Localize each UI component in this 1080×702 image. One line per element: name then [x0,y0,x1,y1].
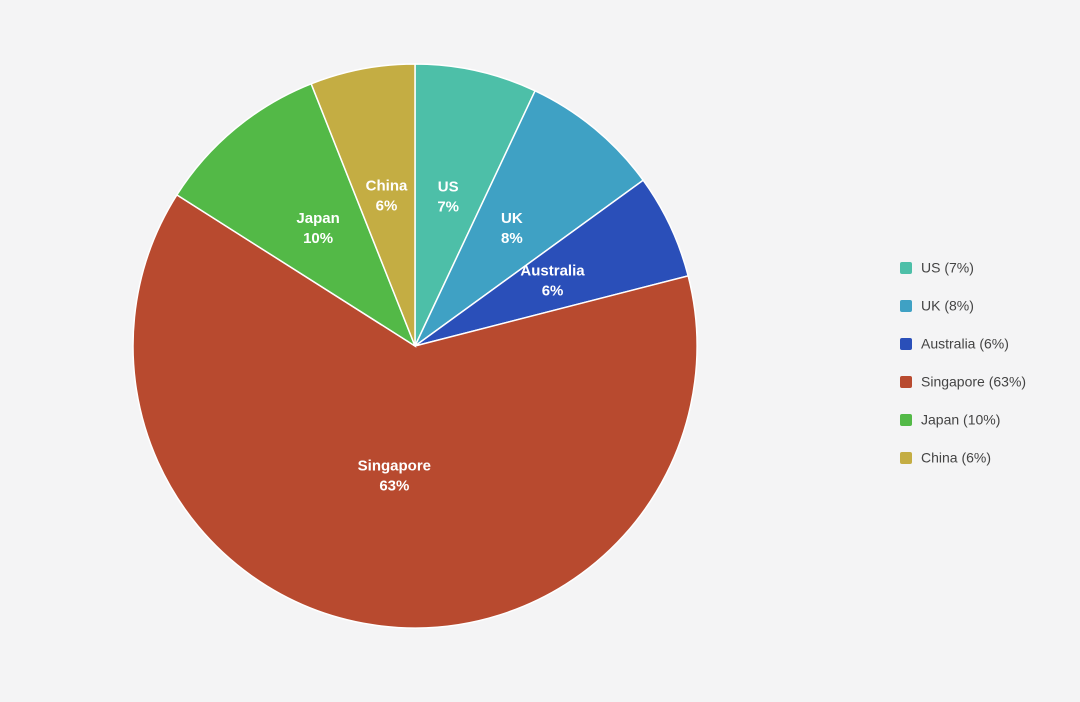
legend-label: China (6%) [921,450,991,466]
slice-value: 8% [501,230,523,247]
legend-swatch [900,414,912,426]
slice-value: 63% [379,477,409,494]
slice-label: US [438,179,459,196]
legend-label: Singapore (63%) [921,374,1026,390]
legend-swatch [900,376,912,388]
slice-value: 6% [542,282,564,299]
legend-swatch [900,452,912,464]
legend-swatch [900,262,912,274]
legend-swatch [900,338,912,350]
slice-value: 10% [303,230,333,247]
slice-label: Singapore [358,457,431,474]
legend-label: US (7%) [921,260,974,276]
legend-label: Japan (10%) [921,412,1000,428]
slice-value: 7% [437,199,459,216]
slice-label: China [366,178,408,195]
pie-slice [414,63,537,347]
slice-label: Japan [296,210,339,227]
legend-swatch [900,300,912,312]
slice-label: UK [501,210,523,227]
legend-label: UK (8%) [921,298,974,314]
slice-label: Australia [520,262,585,279]
pie-slice [414,89,645,347]
pie-slice [310,63,416,347]
pie-slice [175,82,417,348]
pie-slice [132,193,698,629]
legend-label: Australia (6%) [921,336,1009,352]
slice-value: 6% [376,198,398,215]
